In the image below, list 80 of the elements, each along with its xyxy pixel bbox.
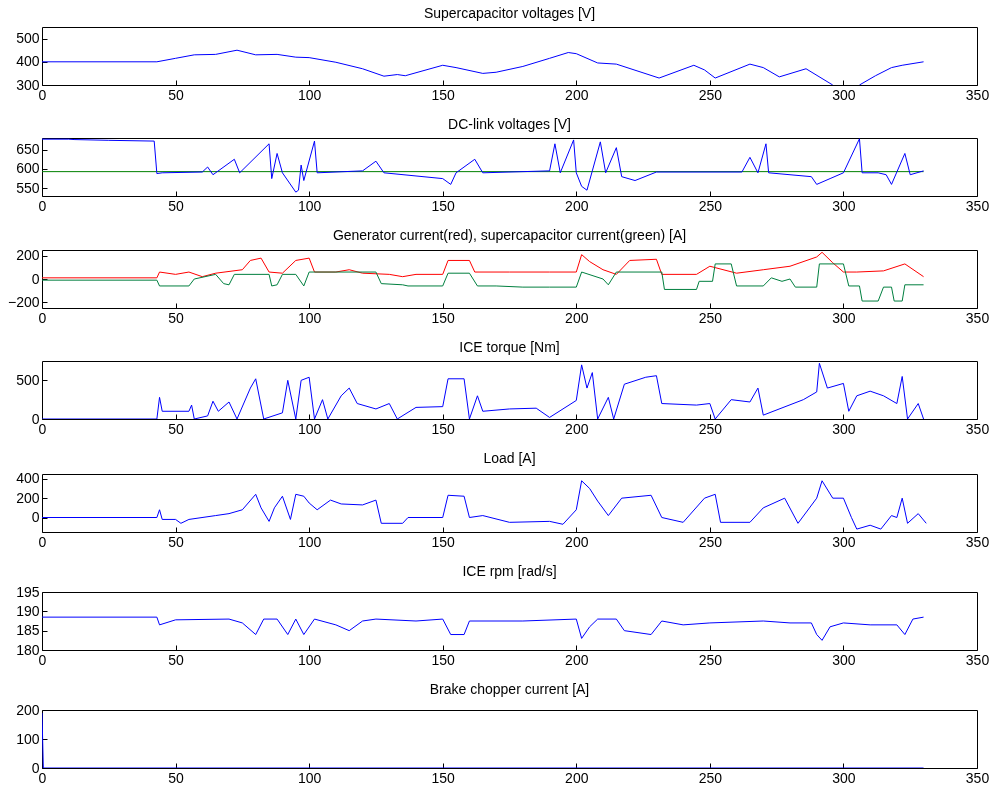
- chart-title: DC-link voltages [V]: [448, 116, 571, 132]
- x-tick-label: 200: [565, 651, 589, 668]
- x-tick-label: 350: [965, 651, 990, 668]
- x-tick-label: 100: [297, 197, 322, 214]
- x-tick-label: 150: [431, 86, 456, 103]
- y-tick-label: 190: [16, 602, 40, 619]
- x-tick-label: 300: [832, 309, 856, 326]
- x-tick-label: 250: [698, 309, 723, 326]
- chart-title: ICE rpm [rad/s]: [462, 563, 557, 579]
- x-tick-label: 350: [965, 197, 990, 214]
- x-tick-label: 100: [297, 86, 322, 103]
- x-tick-label: 50: [168, 197, 185, 214]
- chart-title: Generator current(red), supercapacitor current(green) [A]: [332, 226, 687, 243]
- chart-title: Load [A]: [483, 449, 536, 466]
- y-tick-label: 180: [16, 641, 40, 658]
- x-tick-label: 150: [431, 769, 456, 786]
- y-tick-label: 400: [16, 470, 40, 487]
- x-tick-label: 350: [965, 309, 990, 326]
- x-tick-label: 200: [565, 420, 589, 437]
- line-series: [42, 362, 925, 419]
- x-tick-label: 200: [565, 533, 589, 550]
- x-tick-label: 50: [168, 309, 185, 326]
- x-tick-label: 150: [431, 420, 456, 437]
- x-tick-label: 100: [297, 651, 322, 668]
- x-tick-label: 300: [832, 197, 856, 214]
- x-tick-label: 300: [832, 420, 856, 437]
- x-tick-label: 250: [698, 420, 723, 437]
- chart-title: Brake chopper current [A]: [429, 681, 590, 697]
- x-tick-label: 50: [168, 420, 185, 437]
- x-tick-label: 200: [565, 769, 589, 786]
- x-tick-label: 100: [297, 309, 322, 326]
- y-tick-label: 400: [16, 53, 40, 70]
- x-tick-label: 150: [431, 197, 456, 214]
- x-tick-label: 250: [698, 197, 723, 214]
- x-tick-label: 200: [565, 86, 589, 103]
- line-series: [42, 616, 925, 641]
- x-tick-label: 200: [565, 197, 589, 214]
- x-tick-label: 250: [698, 86, 723, 103]
- x-tick-label: 50: [168, 769, 185, 786]
- y-tick-label: 550: [16, 179, 40, 196]
- x-tick-label: 350: [965, 86, 990, 103]
- x-tick-label: 300: [832, 533, 856, 550]
- x-tick-label: 50: [168, 651, 185, 668]
- y-tick-label: 200: [16, 489, 40, 506]
- x-tick-label: 300: [832, 769, 856, 786]
- x-tick-label: 350: [965, 769, 990, 786]
- line-series: [42, 480, 927, 530]
- y-tick-label: 100: [16, 730, 40, 747]
- y-tick-label: 650: [16, 141, 40, 158]
- x-tick-label: 250: [698, 651, 723, 668]
- chart-title: Supercapacitor voltages [V]: [423, 5, 596, 21]
- y-tick-label: 600: [16, 160, 40, 177]
- x-tick-label: 100: [297, 420, 322, 437]
- x-tick-label: 350: [965, 420, 990, 437]
- y-tick-label: 195: [16, 583, 40, 600]
- x-tick-label: 200: [565, 309, 589, 326]
- y-tick-label: 0: [31, 509, 40, 525]
- y-tick-label: 185: [16, 622, 40, 639]
- line-series: [42, 263, 925, 302]
- y-tick-label: 0: [31, 270, 40, 287]
- x-tick-label: 150: [431, 533, 456, 550]
- y-tick-label: 500: [16, 30, 40, 47]
- x-tick-label: 300: [832, 86, 856, 103]
- x-tick-label: 50: [168, 533, 185, 550]
- line-series: [42, 138, 925, 193]
- x-tick-label: 150: [431, 309, 456, 326]
- y-tick-label: 500: [16, 371, 40, 388]
- line-series: [42, 251, 925, 279]
- chart-title: ICE torque [Nm]: [459, 339, 560, 355]
- x-tick-label: 250: [698, 769, 723, 786]
- x-tick-label: 100: [297, 533, 322, 550]
- x-tick-label: 250: [698, 533, 723, 550]
- x-tick-label: 300: [832, 651, 856, 668]
- x-tick-label: 100: [297, 769, 322, 786]
- x-tick-label: 150: [431, 651, 456, 668]
- y-tick-label: 200: [16, 247, 40, 264]
- y-tick-label: 200: [16, 701, 40, 718]
- x-tick-label: 350: [965, 533, 990, 550]
- x-tick-label: 50: [168, 86, 185, 103]
- y-tick-label: −200: [7, 293, 40, 310]
